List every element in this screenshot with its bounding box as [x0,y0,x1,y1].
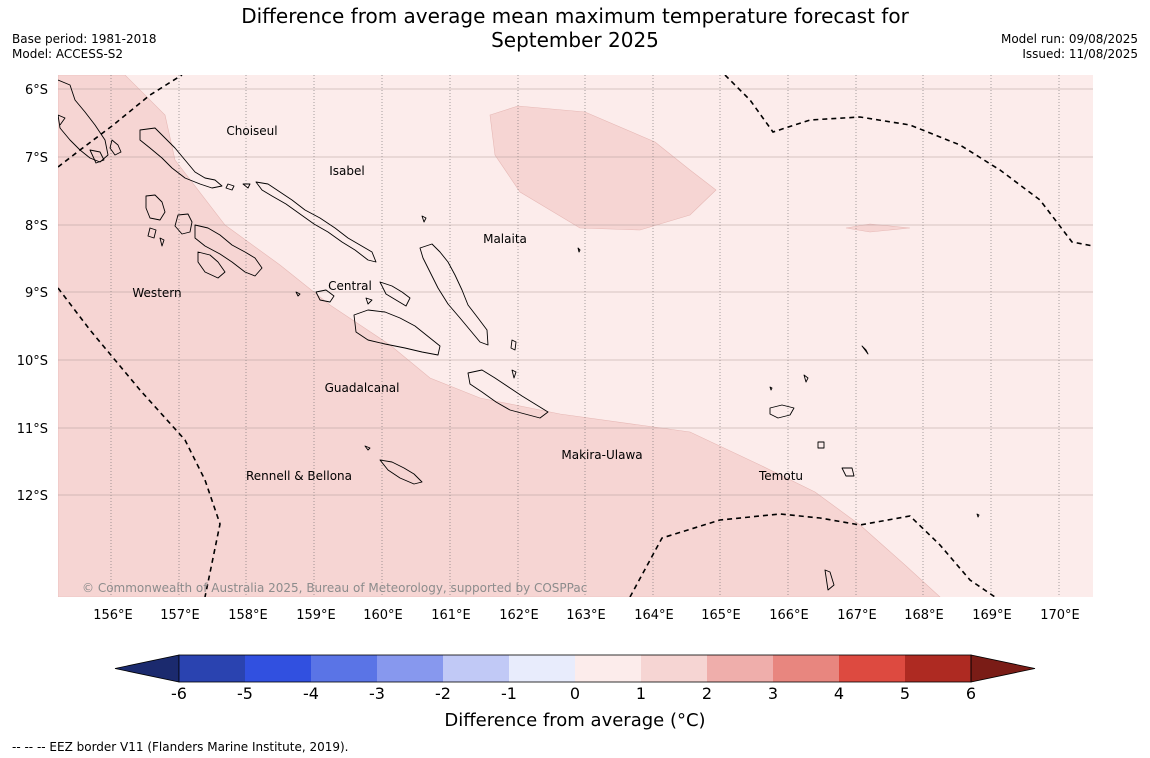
province-label-isabel: Isabel [329,164,364,178]
lon-label: 166°E [769,608,809,623]
latitude-labels: 6°S 7°S 8°S 9°S 10°S 11°S 12°S [17,83,48,504]
colorbar-segment [839,655,905,682]
longitude-labels: 156°E 157°E 158°E 159°E 160°E 161°E 162°… [93,608,1080,623]
colorbar-segment [905,655,971,682]
colorbar-segment [377,655,443,682]
province-label-central: Central [328,279,372,293]
province-label-guadalcanal: Guadalcanal [325,381,400,395]
copyright-notice: © Commonwealth of Australia 2025, Bureau… [82,581,587,595]
colorbar-segment [707,655,773,682]
colorbar-label: Difference from average (°C) [444,710,706,731]
meta-left: Base period: 1981-2018 Model: ACCESS-S2 [12,32,157,62]
anomaly-zone-north [489,105,717,231]
lon-label: 164°E [634,608,674,623]
map-title: Difference from average mean maximum tem… [0,4,1150,52]
gridlines [58,75,1093,597]
colorbar-tick: 2 [701,684,713,703]
lon-label: 159°E [296,608,336,623]
lon-label: 161°E [431,608,471,623]
lat-label: 8°S [25,219,48,234]
province-label-temotu: Temotu [758,469,803,483]
colorbar-extend-high [970,654,1036,683]
lon-label: 165°E [701,608,741,623]
colorbar-tick: 3 [767,684,779,703]
map-area [58,75,1093,597]
colorbar-segment [509,655,575,682]
base-period: Base period: 1981-2018 [12,32,157,46]
colorbar-segment [641,655,707,682]
colorbar-tick: 5 [899,684,911,703]
colorbar-extend-low [114,654,180,683]
colorbar-segment [179,655,245,682]
lat-label: 12°S [17,489,48,504]
lon-label: 162°E [499,608,539,623]
model-run: Model run: 09/08/2025 [1000,32,1138,46]
colorbar-tick: 1 [635,684,647,703]
lon-label: 170°E [1040,608,1080,623]
province-label-western: Western [132,286,181,300]
lat-label: 9°S [25,286,48,301]
coastlines [58,79,980,591]
colorbar-segment [311,655,377,682]
colorbar-tick: -1 [501,684,517,703]
colorbar-tick: 6 [965,684,977,703]
province-labels: Choiseul Isabel Malaita Western Central … [132,124,803,483]
colorbar-tick: 4 [833,684,845,703]
meta-right: Model run: 09/08/2025 Issued: 11/08/2025 [1001,32,1138,62]
eez-borders [58,75,1093,597]
lon-label: 158°E [228,608,268,623]
colorbar [114,654,1036,683]
lat-label: 6°S [25,83,48,98]
colorbar-segment [443,655,509,682]
province-label-makira-ulawa: Makira-Ulawa [561,448,642,462]
colorbar-outline [178,654,972,683]
lon-label: 163°E [566,608,606,623]
anomaly-zone-southwest [58,75,941,597]
forecast-map: 6°S 7°S 8°S 9°S 10°S 11°S 12°S 156°E 157… [17,75,1093,683]
title-line-1: Difference from average mean maximum tem… [241,4,909,28]
colorbar-tick: -6 [171,684,187,703]
colorbar-tick: 0 [569,684,581,703]
lon-label: 167°E [837,608,877,623]
colorbar-tick: -3 [369,684,385,703]
province-label-choiseul: Choiseul [226,124,277,138]
anomaly-zone-small [845,223,911,233]
model-name: Model: ACCESS-S2 [12,47,124,61]
lon-label: 160°E [363,608,403,623]
colorbar-segment [245,655,311,682]
lon-label: 168°E [904,608,944,623]
lon-label: 169°E [972,608,1012,623]
lat-label: 10°S [17,354,48,369]
eez-footnote: -- -- -- EEZ border V11 (Flanders Marine… [12,740,349,754]
lon-label: 156°E [93,608,133,623]
province-label-malaita: Malaita [483,232,527,246]
colorbar-segment [773,655,839,682]
province-label-rennell-bellona: Rennell & Bellona [246,469,352,483]
colorbar-tick: -4 [303,684,319,703]
colorbar-segment [575,655,641,682]
issued-date: Issued: 11/08/2025 [1022,47,1138,61]
colorbar-tick: -2 [435,684,451,703]
lat-label: 11°S [17,422,48,437]
lon-label: 157°E [160,608,200,623]
colorbar-tick: -5 [237,684,253,703]
title-line-2: September 2025 [491,28,659,52]
lat-label: 7°S [25,151,48,166]
